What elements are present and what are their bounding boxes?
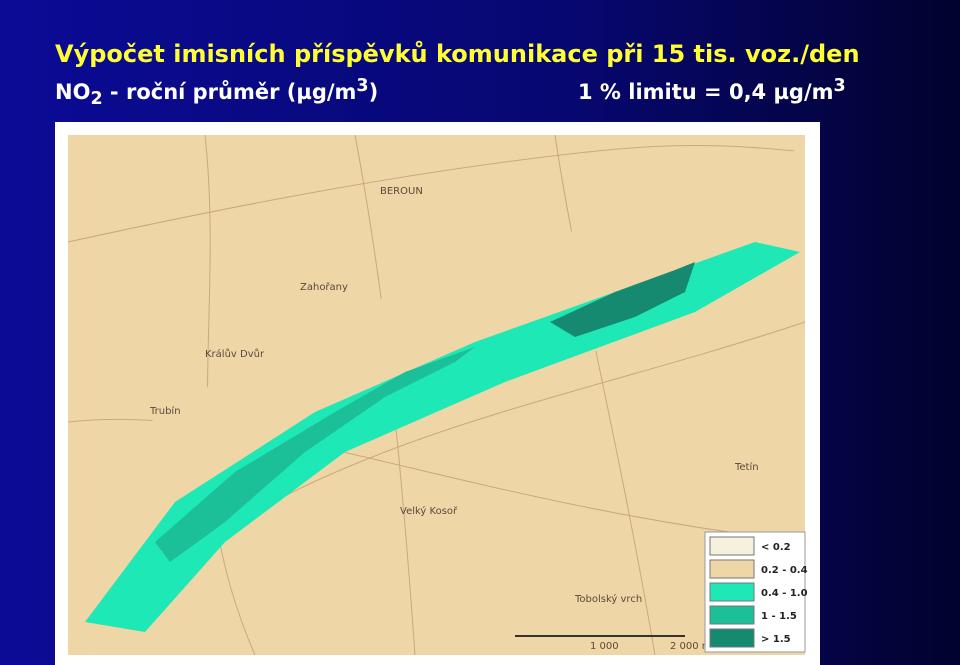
subtitle-right: 1 % limitu = 0,4 µg/m3 [578,76,846,104]
title: Výpočet imisních příspěvků komunikace př… [55,40,860,68]
legend-swatch [709,536,755,556]
text: 2 [90,89,103,110]
place-labels: BEROUN Zahořany Králův Dvůr Trubín Tetín… [149,186,759,605]
place-label: Zahořany [300,281,348,293]
place-label: Velký Kosoř [400,505,458,517]
legend-swatch [709,628,755,648]
text: 3 [833,76,846,96]
text: NO [55,80,91,104]
scale-label: 1 000 [590,641,619,652]
legend-items: < 0.2 0.2 - 0.4 0.4 - 1.0 1 - 1.5 > 1.5 [709,536,808,648]
legend-label: < 0.2 [761,542,791,553]
place-label: Trubín [149,405,181,417]
legend-swatch [709,559,755,579]
place-label: BEROUN [380,186,423,197]
map: BEROUN Zahořany Králův Dvůr Trubín Tetín… [55,122,820,665]
zone [550,262,695,337]
legend-label: 0.4 - 1.0 [761,588,808,599]
text: 3 [356,76,369,96]
legend-label: 1 - 1.5 [761,611,797,622]
scale-bar: 1 000 2 000 m [515,635,712,652]
legend-label: 0.2 - 0.4 [761,565,808,576]
scale-label: 2 000 m [670,641,712,652]
legend-label: > 1.5 [761,634,791,645]
text: - roční průměr (µg/m [102,80,357,104]
zone [155,347,475,562]
zone [85,242,800,632]
text: 1 % limitu = 0,4 µg/m [578,80,834,104]
legend-swatch [709,582,755,602]
legend-swatch [709,605,755,625]
place-label: Tetín [734,461,759,473]
text: ) [368,80,379,104]
subtitle-left: NO2 - roční průměr (µg/m3) [55,76,378,109]
place-label: Tobolský vrch [574,593,642,605]
place-label: Králův Dvůr [205,348,265,360]
